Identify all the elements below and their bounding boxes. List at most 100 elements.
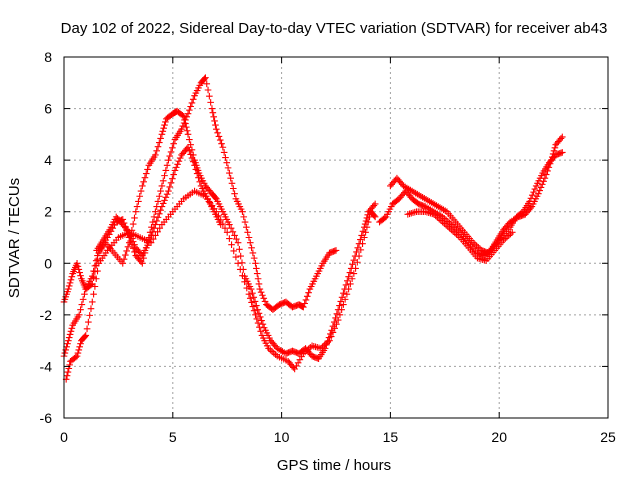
data-point-plus [331,324,338,332]
data-point-plus [208,105,216,112]
data-point-plus [261,298,269,305]
data-point-plus [241,218,249,226]
data-point-plus [270,349,278,357]
data-point-plus [254,319,262,327]
data-point-plus [336,311,344,319]
data-point-plus [182,116,189,124]
data-point-plus [250,294,258,301]
data-point-plus [333,310,341,318]
data-point-plus [239,208,246,216]
data-point-plus [348,275,356,283]
data-point-plus [77,272,84,279]
data-point-plus [131,214,138,222]
data-point-plus [550,147,558,155]
data-point-plus [159,127,167,135]
data-point-plus [296,356,304,364]
data-point-plus [129,238,137,245]
data-point-plus [65,337,72,344]
data-point-plus [189,95,197,103]
data-point-plus [179,111,186,119]
data-point-plus [68,324,76,332]
data-point-plus [159,177,167,185]
data-point-plus [76,343,83,351]
data-point-plus [183,127,191,135]
data-point-plus [206,92,213,100]
data-point-plus [161,197,168,204]
data-point-plus [186,136,193,143]
data-point-plus [345,285,352,293]
data-point-plus [216,136,224,144]
x-tick-label: 20 [491,429,507,445]
data-point-plus [250,307,258,315]
data-point-plus [268,348,276,355]
data-point-plus [305,289,312,296]
data-point-plus [67,328,75,335]
data-point-plus [542,171,550,178]
data-point-plus [157,135,164,142]
data-point-plus [186,106,193,114]
data-point-plus [234,239,242,246]
data-point-plus [66,279,74,287]
data-point-plus [167,148,175,156]
data-point-plus [249,303,257,310]
data-point-plus [241,278,248,286]
data-point-plus [341,296,349,303]
data-point-plus [253,265,260,272]
data-point-plus [535,190,542,197]
data-point-plus [196,178,204,186]
data-point-plus [203,80,211,88]
data-point-plus [243,284,251,292]
data-point-plus [252,311,259,319]
data-point-plus [257,328,265,335]
data-point-plus [349,261,356,268]
data-point-plus [156,139,163,146]
y-tick-label: 2 [44,204,52,220]
data-point-plus [150,224,158,232]
data-point-plus [174,160,181,168]
data-point-plus [329,329,337,336]
data-point-plus [137,187,145,195]
data-point-plus [63,372,71,380]
data-point-plus [364,218,372,226]
data-point-plus [158,131,166,138]
data-point-plus [163,190,171,198]
data-point-plus [221,224,229,232]
data-point-plus [223,159,231,167]
data-point-plus [246,239,254,246]
data-point-plus [62,346,70,354]
data-point-plus [125,229,133,236]
data-point-plus [145,239,153,246]
data-point-plus [346,269,354,276]
data-point-plus [253,315,261,323]
data-point-plus [249,289,256,297]
data-point-plus [188,99,196,107]
x-tick-label: 10 [274,429,290,445]
data-point-plus [249,249,257,257]
data-point-plus [454,232,462,240]
data-point-plus [259,320,267,328]
y-tick-label: -4 [40,358,53,374]
data-point-plus [228,241,235,249]
data-point-plus [179,122,187,130]
data-point-plus [148,232,155,239]
data-point-plus [82,332,90,339]
x-tick-label: 25 [600,429,616,445]
data-point-plus [252,259,259,267]
data-point-plus [91,262,99,270]
data-point-plus [352,265,359,272]
data-point-plus [217,221,224,228]
data-point-plus [340,289,347,297]
data-point-plus [551,144,559,152]
data-point-plus [146,235,154,243]
data-point-plus [132,208,140,216]
data-point-plus [226,235,233,242]
data-point-plus [149,228,157,236]
y-tick-label: 0 [44,255,52,271]
data-marks [60,74,566,383]
data-point-plus [139,259,146,267]
data-point-plus [230,247,238,255]
data-point-plus [222,154,229,161]
data-point-plus [531,185,539,193]
data-point-plus [192,166,200,173]
